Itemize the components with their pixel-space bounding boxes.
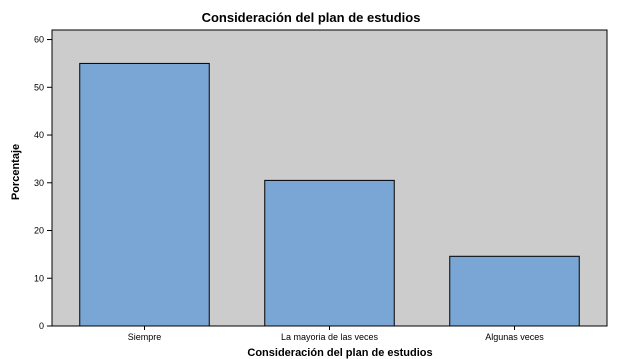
y-tick-label: 10 [34, 273, 44, 283]
x-axis: Siempre La mayoria de las veces Algunas ve… [128, 326, 544, 342]
y-tick-label: 40 [34, 130, 44, 140]
bar [449, 255, 580, 327]
y-tick-label: 20 [34, 226, 44, 236]
bar [264, 179, 395, 327]
x-tick-label: La mayoria de las veces [281, 332, 379, 342]
bars [79, 62, 580, 327]
chart-title: Consideración del plan de estudios [202, 10, 421, 25]
y-tick-label: 50 [34, 82, 44, 92]
bar [79, 62, 210, 327]
y-tick-label: 0 [39, 321, 44, 331]
x-tick-label: Algunas veces [485, 332, 544, 342]
y-tick-label: 60 [34, 35, 44, 45]
y-axis-label: Porcentaje [10, 144, 22, 200]
x-axis-label: Consideración del plan de estudios [247, 347, 432, 359]
y-axis: 0 10 20 30 40 50 60 [34, 35, 52, 331]
y-tick-label: 30 [34, 178, 44, 188]
x-tick-label: Siempre [128, 332, 162, 342]
